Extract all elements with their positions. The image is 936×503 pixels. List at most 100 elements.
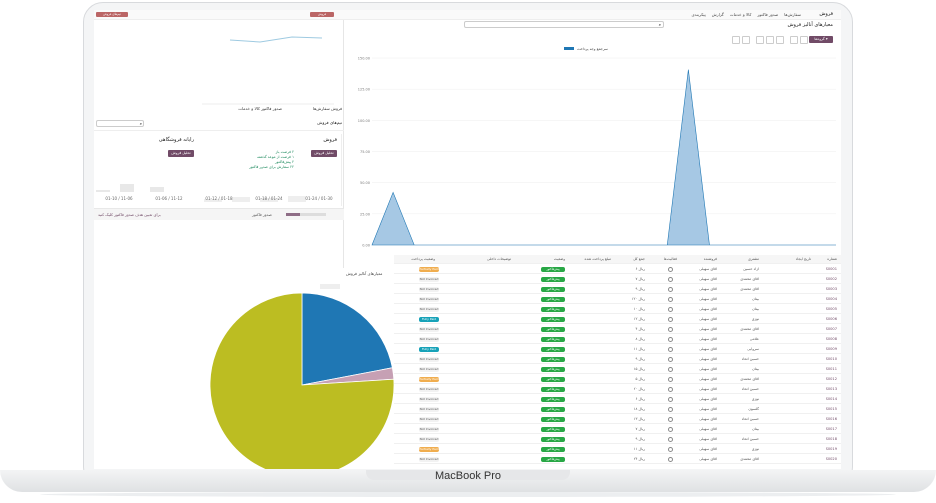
menu-report[interactable]: گزارش [711, 12, 724, 17]
activity-icon[interactable] [668, 427, 673, 432]
left-menu-products[interactable]: کالا و خدمات [238, 106, 260, 111]
pie-chart-icon[interactable] [756, 36, 764, 44]
pie-slice[interactable] [209, 292, 394, 469]
activity-icon[interactable] [668, 437, 673, 442]
activity-icon[interactable] [668, 347, 673, 352]
menu-orders[interactable]: سفارش‌ها [784, 12, 801, 17]
activity-icon[interactable] [668, 357, 673, 362]
area-series[interactable] [371, 69, 836, 246]
activity-icon[interactable] [668, 397, 673, 402]
header-cell[interactable]: وضعیت پرداخت [411, 257, 435, 261]
table-row[interactable]: S0018 حسین اتحاد آقای سهیلی ۹ ریال پیش‌فاکتو… [394, 435, 841, 444]
footer-link[interactable]: برای تعیین هدف صدور فاکتور کلیک کنید [98, 212, 161, 217]
left-new-button[interactable]: تیم‌های فروش [96, 12, 128, 17]
header-cell[interactable]: توضیحات داخلی [487, 257, 511, 261]
header-cell[interactable]: مشتری [747, 257, 759, 261]
table-row[interactable]: S0014 نوزی آقای سهیلی ۶ ریال پیش‌فاکتور Not I… [394, 395, 841, 404]
activity-icon[interactable] [668, 367, 673, 372]
sales-analysis-button[interactable]: تحلیل فروش [311, 150, 337, 157]
sales-line-0[interactable]: ۲ فرصت باز [275, 150, 294, 154]
header-cell[interactable]: شماره [827, 257, 837, 261]
group-button[interactable]: گروه‌ها ▾ [809, 36, 833, 43]
left-search-input[interactable]: ⌕ [96, 120, 144, 127]
header-cell[interactable]: فعالیت‌ها [663, 257, 677, 261]
table-row[interactable]: S0005 بیتان آقای سهیلی ۱۰ ریال پیش‌فاکتور Not… [394, 305, 841, 314]
order-number[interactable]: S0010 [825, 357, 837, 361]
table-row[interactable]: S0020 آقای محمدی آقای سهیلی ۲۴ ریال پیش‌فاکت… [394, 455, 841, 464]
order-number[interactable]: S0001 [825, 267, 837, 271]
left-menu-invoice[interactable]: صدور فاکتور [261, 106, 282, 111]
table-row[interactable]: S0011 بیتان آقای سهیلی ۱۵ ریال پیش‌فاکتور Not… [394, 365, 841, 374]
activity-icon[interactable] [668, 417, 673, 422]
activity-icon[interactable] [668, 387, 673, 392]
table-row[interactable]: S0010 حسین اتحاد آقای سهیلی ۹ ریال پیش‌فاکتو… [394, 355, 841, 364]
menu-products[interactable]: کالا و خدمات [729, 12, 752, 17]
menu-config[interactable]: پیکربندی [691, 12, 706, 17]
stack-icon[interactable] [742, 36, 750, 44]
table-row[interactable]: S0016 حسین اتحاد آقای سهیلی ۱۳ ریال پیش‌فاکت… [394, 415, 841, 424]
header-cell[interactable]: وضعیت [553, 257, 565, 261]
app-name[interactable]: فروش [819, 11, 833, 17]
sales-line-1[interactable]: ۱ فرصت از موعد گذشته [257, 155, 294, 159]
order-number[interactable]: S0005 [825, 307, 837, 311]
header-cell[interactable]: جمع کل [633, 257, 645, 261]
table-row[interactable]: S0017 بیتان آقای سهیلی ۷ ریال پیش‌فاکتور Not … [394, 425, 841, 434]
sales-line-3[interactable]: ۲۲ سفارش برای صدور فاکتور [249, 165, 294, 169]
activity-icon[interactable] [668, 377, 673, 382]
menu-invoice[interactable]: صدور فاکتور [757, 12, 779, 17]
table-row[interactable]: S0001 آزاد حسین آقای سهیلی ۶ ریال پیش‌فاکتور… [394, 265, 841, 274]
legend-label[interactable]: سرجمع وجه پرداخت [577, 47, 608, 51]
table-row[interactable]: S0006 نوزی آقای سهیلی ۱۲ ریال پیش‌فاکتور Full… [394, 315, 841, 324]
bar-chart-icon[interactable] [776, 36, 784, 44]
table-row[interactable]: S0003 آقای محمدی آقای سهیلی ۹ ریال پیش‌فاکتو… [394, 285, 841, 294]
table-row[interactable]: S0009 سروایی آقای سهیلی ۱۱ ریال پیش‌فاکتور Fu… [394, 345, 841, 354]
sales-line-2[interactable]: ۲ پیش‌فاکتور [275, 160, 294, 164]
table-row[interactable]: S0013 حسین اتحاد آقای سهیلی ۲۰ ریال پیش‌فاکت… [394, 385, 841, 394]
order-number[interactable]: S0018 [825, 437, 837, 441]
order-number[interactable]: S0009 [825, 347, 837, 351]
activity-icon[interactable] [668, 307, 673, 312]
pie-tool[interactable] [320, 284, 340, 289]
order-number[interactable]: S0007 [825, 327, 837, 331]
order-number[interactable]: S0004 [825, 297, 837, 301]
table-row[interactable]: S0012 آقای محمدی آقای سهیلی ۵ ریال پیش‌فاکتو… [394, 375, 841, 384]
header-cell[interactable]: فروشنده [703, 257, 717, 261]
left-filter-button[interactable]: فروش [310, 12, 334, 17]
order-number[interactable]: S0014 [825, 397, 837, 401]
table-row[interactable]: S0007 آقای محمدی آقای سهیلی ۴ ریال پیش‌فاکتو… [394, 325, 841, 334]
activity-icon[interactable] [668, 277, 673, 282]
order-number[interactable]: S0003 [825, 287, 837, 291]
activity-icon[interactable] [668, 297, 673, 302]
header-cell[interactable]: تاریخ ایجاد [795, 257, 811, 261]
table-row[interactable]: S0004 بیتان آقای سهیلی ۱۲۰ ریال پیش‌فاکتور No… [394, 295, 841, 304]
order-number[interactable]: S0006 [825, 317, 837, 321]
table-row[interactable]: S0008 علامی آقای سهیلی ۸ ریال پیش‌فاکتور Not … [394, 335, 841, 344]
table-row[interactable]: S0019 نوزی آقای سهیلی ۱۱ ریال پیش‌فاکتور Part… [394, 445, 841, 454]
order-number[interactable]: S0012 [825, 377, 837, 381]
order-number[interactable]: S0011 [825, 367, 837, 371]
activity-icon[interactable] [668, 327, 673, 332]
activity-icon[interactable] [668, 317, 673, 322]
activity-icon[interactable] [668, 267, 673, 272]
order-number[interactable]: S0002 [825, 277, 837, 281]
order-number[interactable]: S0008 [825, 337, 837, 341]
line-chart-icon[interactable] [766, 36, 774, 44]
pie-slice[interactable] [301, 292, 393, 386]
pos-analysis-button[interactable]: تحلیل فروش [168, 150, 194, 157]
order-number[interactable]: S0017 [825, 427, 837, 431]
left-menu-orders[interactable]: سفارش‌ها [313, 106, 330, 111]
activity-icon[interactable] [668, 287, 673, 292]
search-input[interactable]: ⌕ [464, 21, 664, 28]
activity-icon[interactable] [668, 457, 673, 462]
order-number[interactable]: S0019 [825, 447, 837, 451]
order-number[interactable]: S0013 [825, 387, 837, 391]
order-number[interactable]: S0020 [825, 457, 837, 461]
left-menu-app[interactable]: فروش [331, 106, 342, 111]
activity-icon[interactable] [668, 337, 673, 342]
graph-view-icon[interactable] [800, 36, 808, 44]
download-icon[interactable] [732, 36, 740, 44]
table-row[interactable]: S0002 آقای محمدی آقای سهیلی ۷ ریال پیش‌فاکتو… [394, 275, 841, 284]
header-cell[interactable]: مبلغ پرداخت شده [584, 257, 611, 261]
order-number[interactable]: S0015 [825, 407, 837, 411]
activity-icon[interactable] [668, 447, 673, 452]
